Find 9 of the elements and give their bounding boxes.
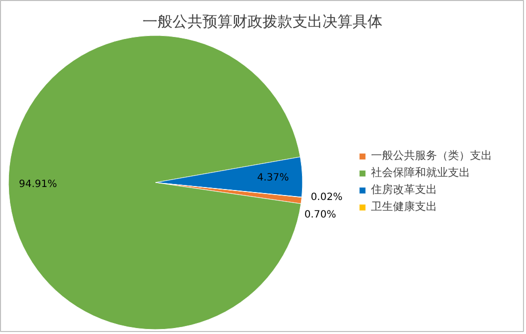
data-label: 94.91% — [18, 178, 57, 190]
legend-label: 卫生健康支出 — [371, 199, 437, 214]
chart-title: 一般公共预算财政拨款支出决算具体 — [142, 12, 382, 30]
legend-label: 一般公共服务（类）支出 — [371, 148, 492, 163]
legend-label: 社会保障和就业支出 — [371, 165, 470, 180]
data-label: 4.37% — [257, 172, 289, 184]
data-label: 0.70% — [304, 209, 336, 220]
data-label: 0.02% — [310, 192, 342, 203]
legend-label: 住房改革支出 — [371, 182, 437, 197]
